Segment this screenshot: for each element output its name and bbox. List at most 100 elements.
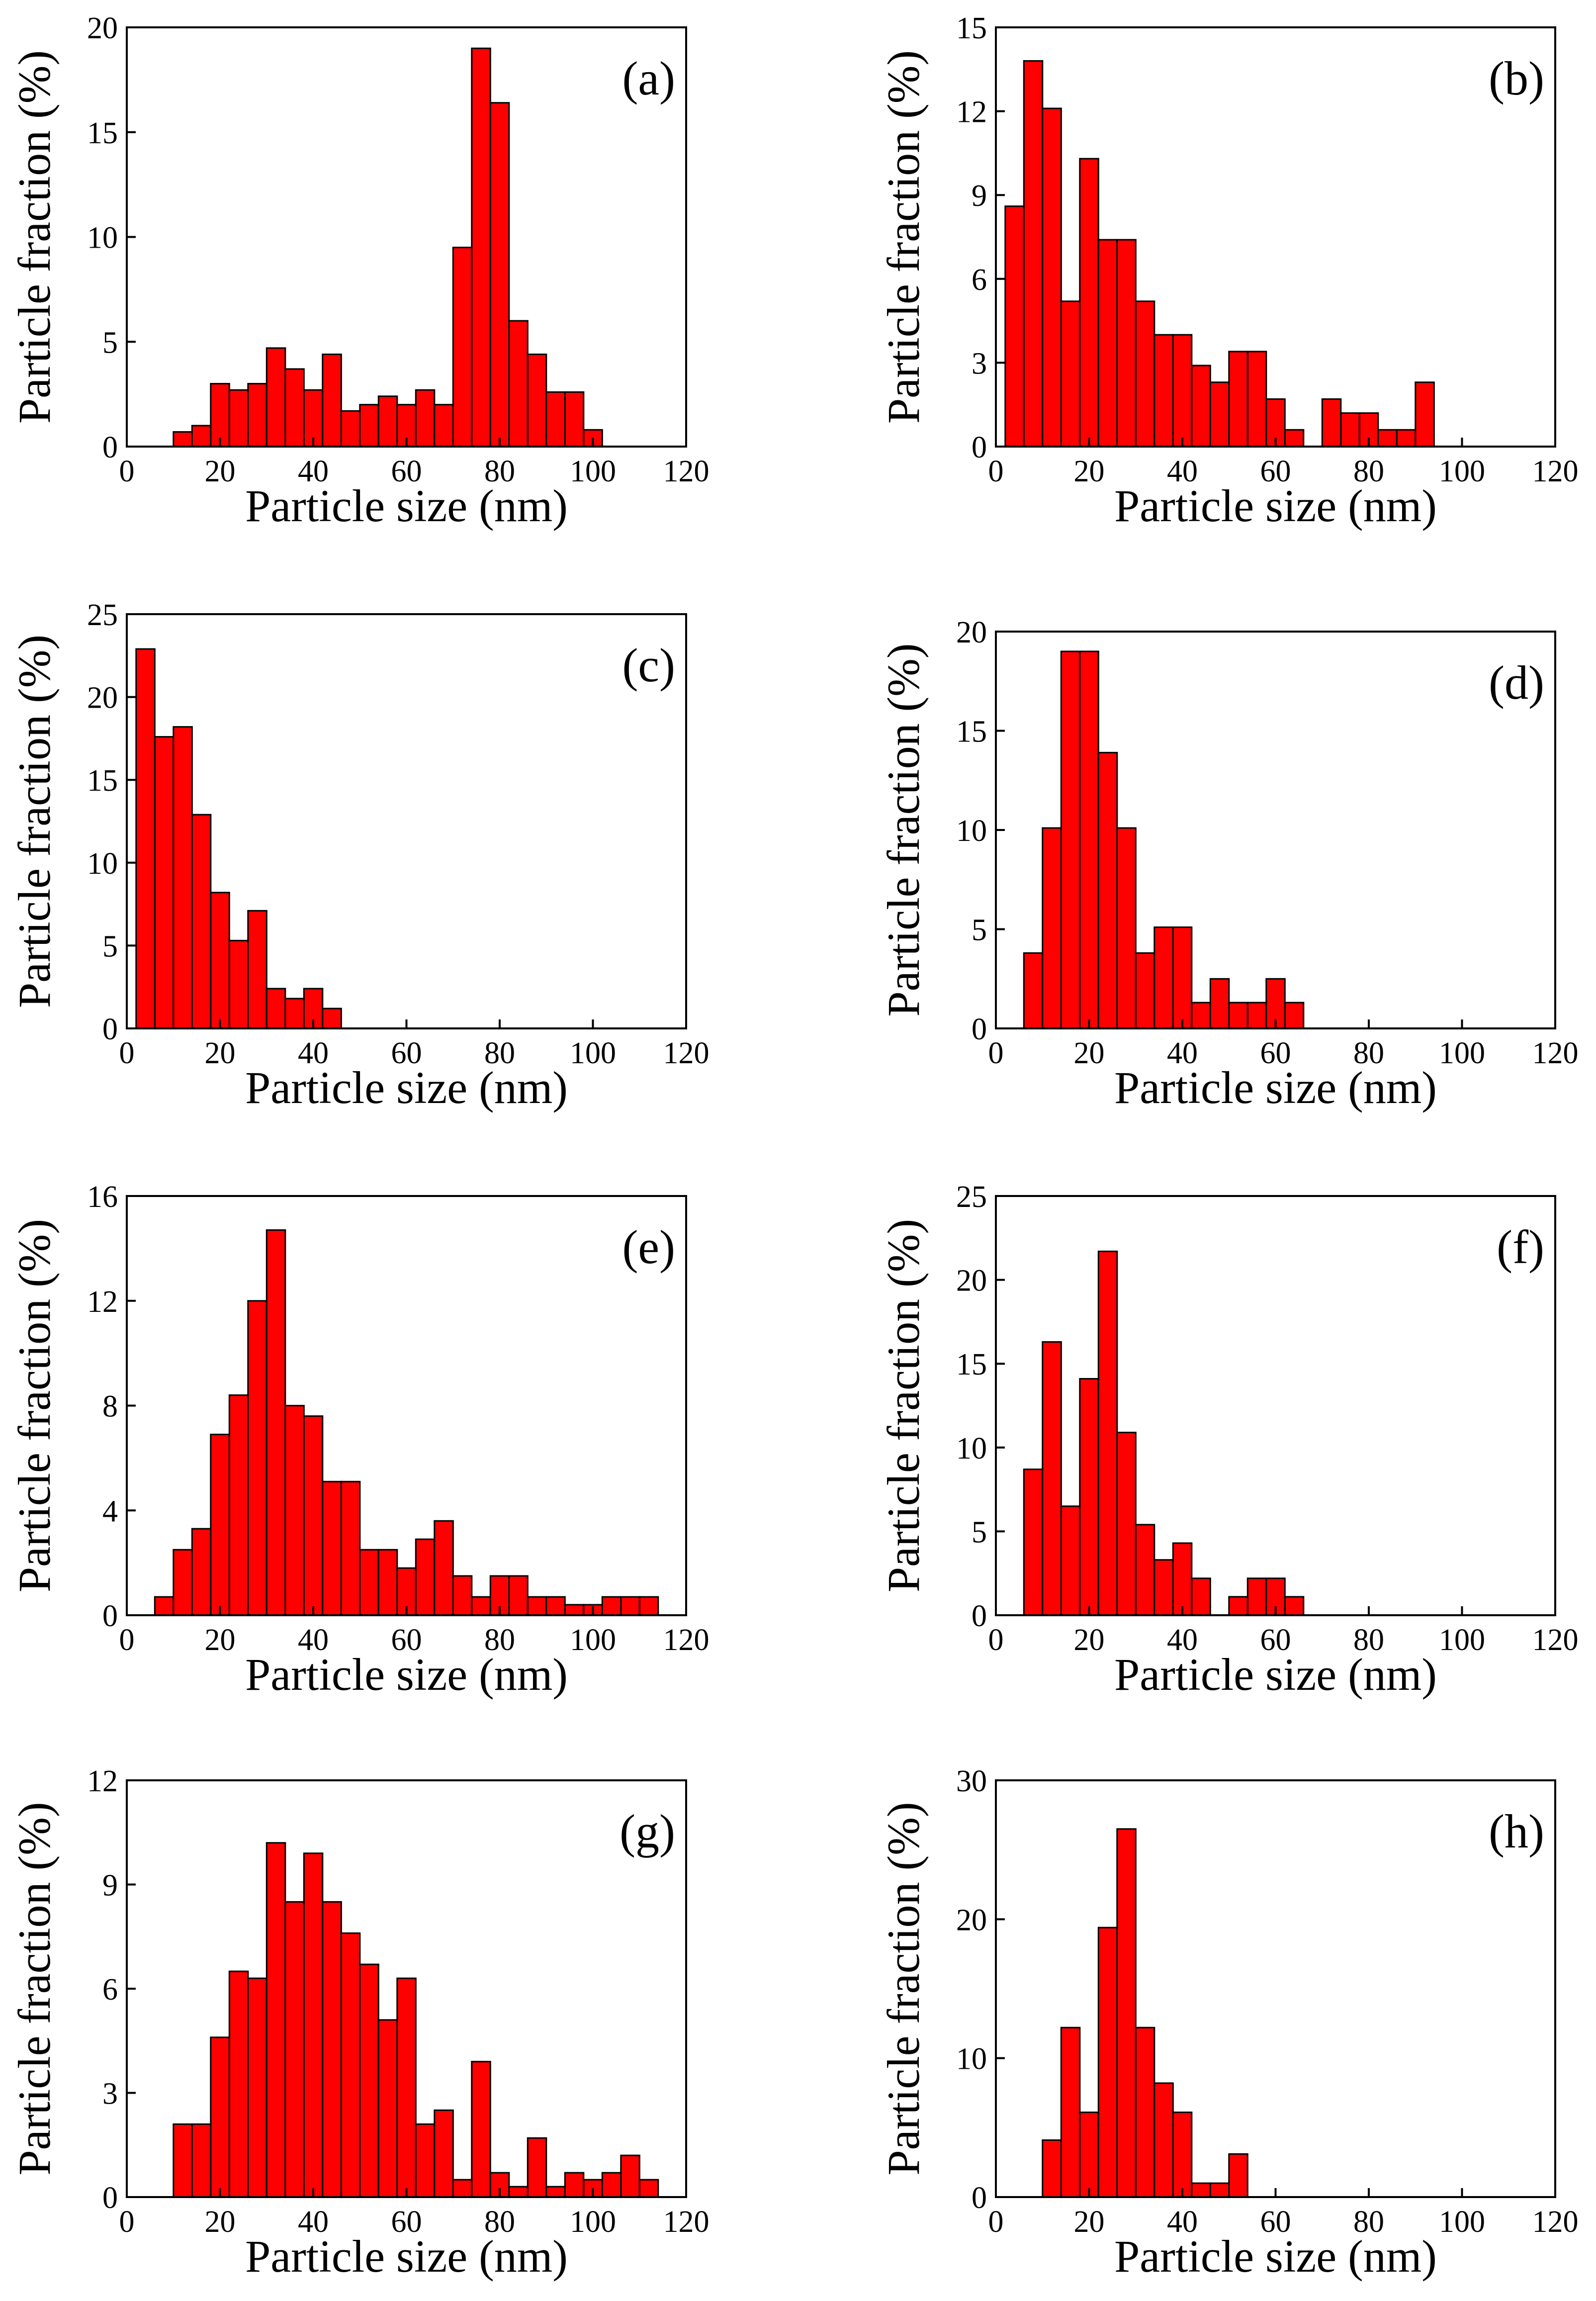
histogram-bar bbox=[228, 389, 249, 448]
histogram-bar bbox=[266, 1229, 286, 1616]
histogram-bar bbox=[1060, 650, 1081, 1029]
y-tick-label: 0 bbox=[972, 1012, 987, 1046]
histogram-bar bbox=[247, 910, 267, 1029]
histogram-bar bbox=[1060, 1505, 1081, 1616]
histogram-bar bbox=[173, 726, 193, 1029]
y-tick-label: 0 bbox=[102, 1012, 118, 1046]
histogram-bar bbox=[210, 892, 230, 1029]
histogram-bar bbox=[191, 425, 212, 448]
histogram-bar bbox=[1116, 239, 1137, 448]
y-tick-label: 0 bbox=[102, 431, 118, 464]
x-tick-label: 80 bbox=[1353, 2205, 1384, 2239]
histogram-bar bbox=[1209, 381, 1230, 448]
histogram-bar bbox=[210, 383, 230, 448]
histogram-bar bbox=[1191, 1577, 1211, 1616]
histogram-bar bbox=[434, 2109, 454, 2198]
histogram-bar bbox=[471, 47, 491, 448]
y-tick-label: 25 bbox=[87, 598, 118, 632]
histogram-bar bbox=[228, 939, 249, 1029]
x-tick-label: 80 bbox=[1353, 1623, 1384, 1657]
histogram-bar bbox=[1097, 239, 1118, 448]
histogram-bar bbox=[527, 1596, 547, 1616]
histogram-bar bbox=[545, 391, 566, 448]
panel-a: 0 20 40 60 80 100 120 0 5 10 15 20 Particle size (nm… bbox=[9, 11, 709, 531]
panel-label: (g) bbox=[620, 1805, 675, 1858]
y-tick-label: 5 bbox=[102, 326, 118, 360]
y-tick-label: 9 bbox=[972, 179, 987, 213]
histogram-bar bbox=[1116, 1828, 1137, 2198]
y-tick-label: 12 bbox=[87, 1285, 118, 1319]
x-tick-label: 20 bbox=[1074, 455, 1105, 488]
histogram-bar bbox=[1023, 952, 1044, 1029]
histogram-bar bbox=[1042, 827, 1062, 1029]
histogram-bar bbox=[284, 998, 305, 1029]
x-axis-title: Particle size (nm) bbox=[245, 1649, 568, 1700]
x-tick-label: 120 bbox=[663, 1036, 709, 1070]
y-tick-label: 20 bbox=[87, 681, 118, 715]
panel-d: 0 20 40 60 80 100 120 0 5 10 15 20 Particle size (nm… bbox=[878, 616, 1579, 1113]
x-axis-title: Particle size (nm) bbox=[1114, 1062, 1437, 1113]
x-tick-label: 20 bbox=[205, 2205, 236, 2239]
histogram-bar bbox=[564, 1604, 585, 1616]
x-tick-label: 80 bbox=[1353, 455, 1384, 488]
y-tick-label: 0 bbox=[972, 431, 987, 464]
histogram-bar bbox=[1097, 1250, 1118, 1616]
x-tick-label: 100 bbox=[1439, 1623, 1485, 1657]
y-tick-label: 15 bbox=[956, 11, 987, 45]
histogram-bar bbox=[1172, 334, 1193, 448]
y-tick-label: 0 bbox=[102, 1599, 118, 1633]
histogram-bar bbox=[1116, 1432, 1137, 1616]
x-tick-label: 20 bbox=[205, 1036, 236, 1070]
histogram-bar bbox=[434, 1520, 454, 1616]
x-tick-label: 20 bbox=[1074, 2205, 1105, 2239]
x-tick-label: 20 bbox=[205, 1623, 236, 1657]
histogram-bar bbox=[173, 2123, 193, 2198]
histogram-bar bbox=[154, 1596, 175, 1616]
panel-b: 0 20 40 60 80 100 120 0 3 6 9 12 15 Particle size (nm… bbox=[878, 11, 1579, 531]
y-tick-label: 4 bbox=[102, 1494, 118, 1528]
histogram-bar bbox=[1246, 1002, 1267, 1029]
histogram-bar bbox=[322, 1901, 342, 2198]
y-tick-label: 15 bbox=[87, 116, 118, 150]
y-tick-label: 3 bbox=[972, 347, 987, 380]
histogram-bar bbox=[415, 1538, 436, 1616]
x-tick-label: 0 bbox=[119, 2205, 135, 2239]
histogram-bar bbox=[1079, 1378, 1099, 1616]
x-tick-label: 40 bbox=[298, 1036, 329, 1070]
y-axis-title: Particle fraction (%) bbox=[878, 1219, 929, 1592]
histogram-bar bbox=[359, 1549, 379, 1616]
y-tick-label: 10 bbox=[956, 2042, 987, 2076]
histogram-bar bbox=[210, 1434, 230, 1616]
x-tick-label: 60 bbox=[391, 1036, 422, 1070]
x-tick-label: 0 bbox=[119, 1623, 135, 1657]
histogram-bar bbox=[620, 1596, 640, 1616]
histogram-bar bbox=[322, 1008, 342, 1029]
histogram-bar bbox=[452, 1575, 473, 1616]
histogram-bar bbox=[601, 2172, 622, 2198]
histogram-bar bbox=[1116, 827, 1137, 1029]
histogram-bar bbox=[1340, 412, 1360, 448]
x-tick-label: 120 bbox=[1532, 1036, 1579, 1070]
histogram-bar bbox=[266, 347, 286, 448]
histogram-bar bbox=[489, 102, 510, 448]
y-axis-title: Particle fraction (%) bbox=[9, 1802, 60, 2176]
x-tick-label: 40 bbox=[1167, 2205, 1198, 2239]
y-tick-label: 10 bbox=[956, 1432, 987, 1466]
histogram-bar bbox=[545, 2186, 566, 2198]
x-axis-title: Particle size (nm) bbox=[245, 1062, 568, 1113]
x-tick-label: 40 bbox=[298, 2205, 329, 2239]
panel-label: (b) bbox=[1489, 52, 1544, 105]
histogram-bar bbox=[340, 410, 361, 448]
histogram-bar bbox=[135, 648, 156, 1029]
y-tick-label: 25 bbox=[956, 1180, 987, 1214]
panel-label: (c) bbox=[622, 639, 675, 692]
x-tick-label: 20 bbox=[1074, 1623, 1105, 1657]
y-tick-label: 5 bbox=[972, 1515, 987, 1549]
histogram-bar bbox=[1415, 381, 1435, 448]
y-axis-title: Particle fraction (%) bbox=[9, 1219, 60, 1592]
histogram-bar bbox=[377, 2019, 398, 2198]
histogram-bar bbox=[228, 1394, 249, 1616]
histogram-bar bbox=[1191, 1002, 1211, 1029]
histogram-bar bbox=[638, 2179, 659, 2198]
y-axis-title: Particle fraction (%) bbox=[9, 635, 60, 1008]
